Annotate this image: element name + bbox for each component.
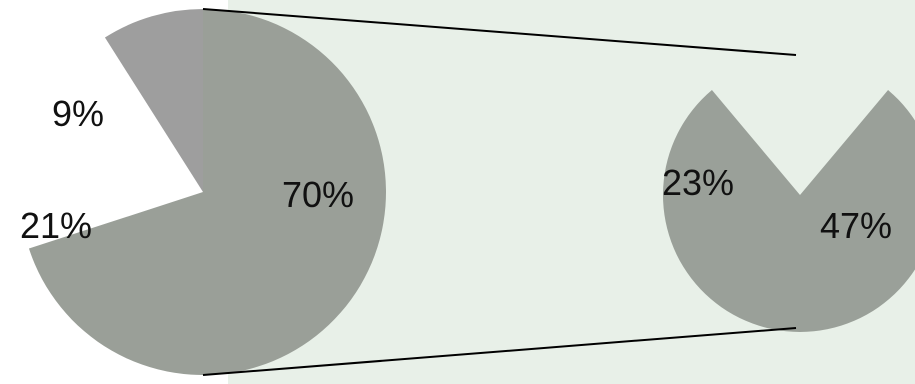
secondary-slice-label-23: 23% [662, 162, 734, 203]
connector-lines [202, 8, 797, 376]
secondary-slice-47 [663, 90, 915, 332]
main-slice-9 [104, 9, 203, 192]
main-slice-label-9: 9% [52, 93, 104, 134]
main-slice-label-21: 21% [20, 205, 92, 246]
main-slice-label-70: 70% [282, 174, 354, 215]
secondary-slice-label-47: 47% [820, 205, 892, 246]
secondary-pie [663, 90, 915, 332]
main-slice-70 [28, 9, 386, 375]
connector-line-bottom [202, 327, 797, 376]
main-pie [28, 9, 386, 375]
connector-line-top [202, 8, 797, 56]
